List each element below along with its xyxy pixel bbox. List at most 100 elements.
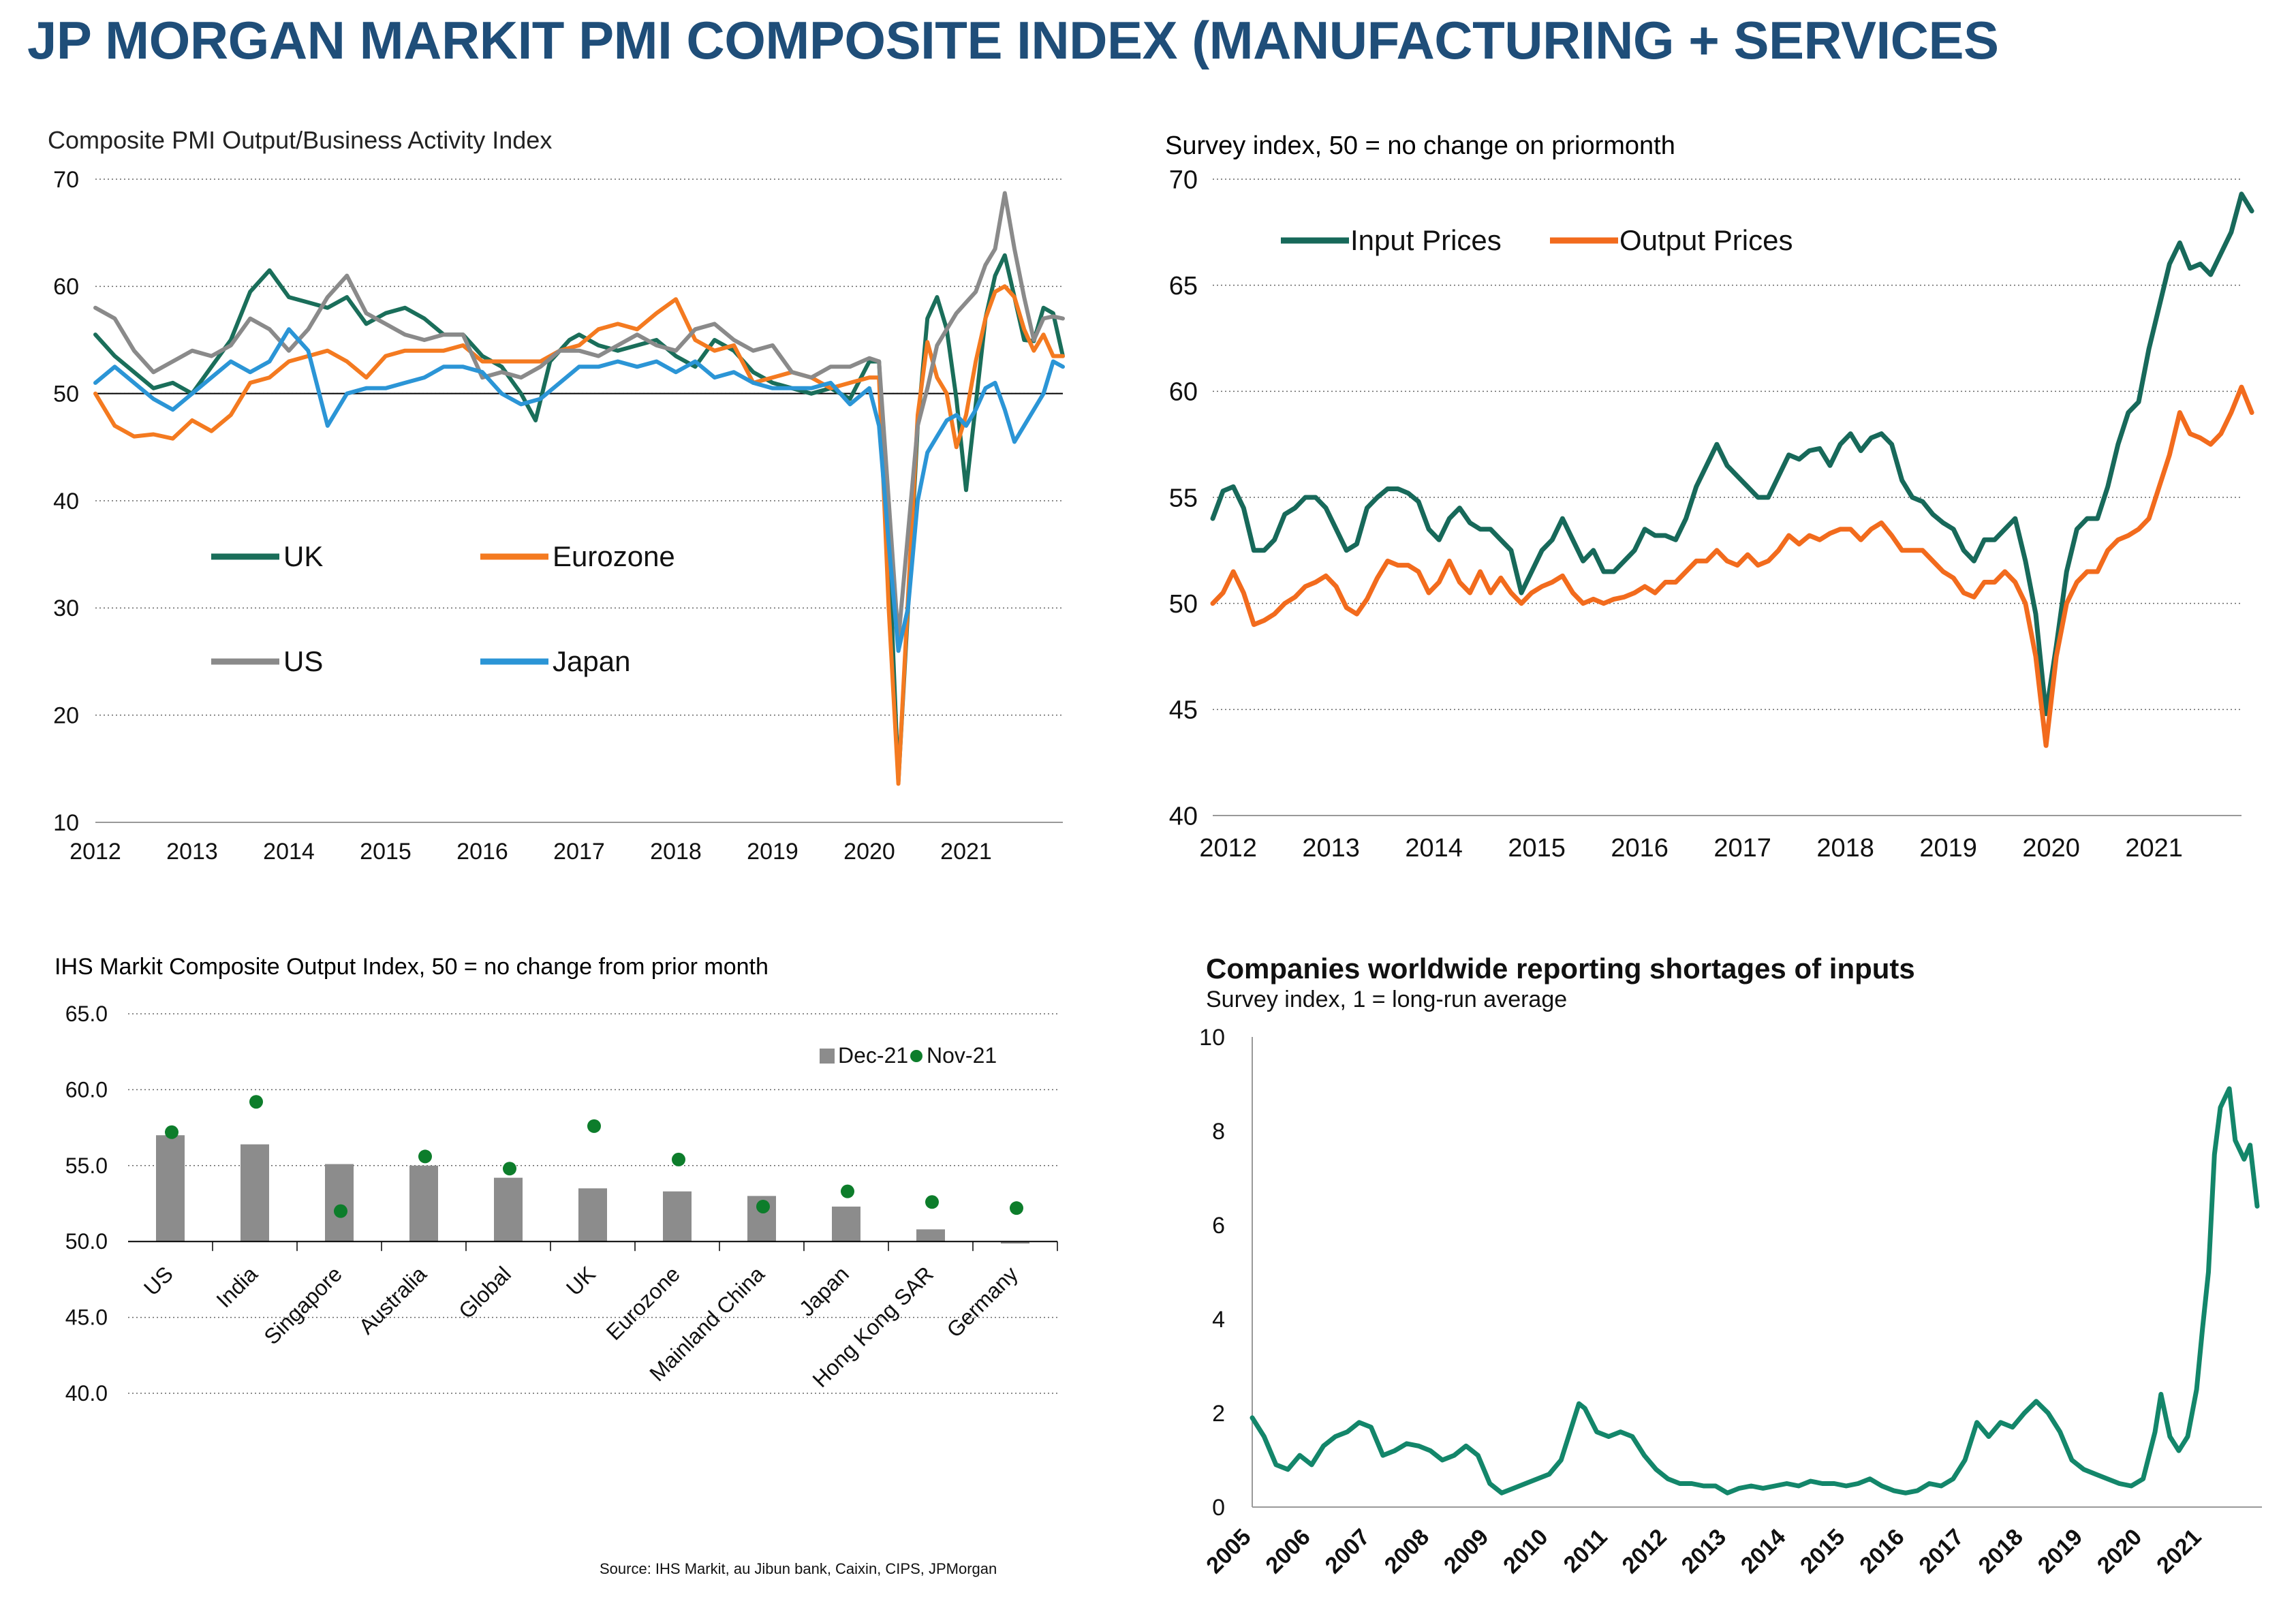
y-tick-label: 6 (1212, 1213, 1225, 1239)
x-tick-label: India (211, 1262, 262, 1313)
page-title: JP MORGAN MARKIT PMI COMPOSITE INDEX (MA… (27, 10, 1999, 70)
marker-eurozone (672, 1152, 685, 1166)
x-tick-label: 2015 (360, 839, 412, 865)
x-tick-label: 2021 (940, 839, 992, 865)
y-tick-label: 50.0 (65, 1229, 108, 1254)
x-tick-label: 2014 (1736, 1524, 1790, 1579)
legend-label: US (283, 645, 323, 677)
y-tick-label: 60 (1169, 378, 1198, 407)
marker-us (165, 1125, 179, 1139)
x-tick-label: Australia (354, 1262, 431, 1339)
x-tick-label: 2015 (1795, 1524, 1850, 1579)
x-tick-label: 2014 (1405, 834, 1463, 863)
x-tick-label: Global (454, 1262, 516, 1324)
series-line-input-prices (1210, 191, 2254, 717)
chart-title: Companies worldwide reporting shortages … (1206, 952, 1915, 984)
y-tick-label: 40 (53, 489, 79, 514)
x-tick-label: 2005 (1201, 1524, 1256, 1579)
y-tick-label: 4 (1212, 1307, 1225, 1333)
series-line-us (93, 191, 1065, 642)
y-tick-label: 50 (53, 382, 79, 407)
marker-india (249, 1095, 263, 1109)
y-tick-label: 60.0 (65, 1077, 108, 1102)
x-tick-label: 2017 (1713, 834, 1771, 863)
y-tick-label: 65 (1169, 272, 1198, 300)
y-tick-label: 8 (1212, 1119, 1225, 1145)
x-tick-label: 2014 (263, 839, 315, 865)
y-tick-label: 55.0 (65, 1153, 108, 1178)
y-tick-label: 10 (1199, 1025, 1225, 1051)
y-tick-label: 0 (1212, 1495, 1225, 1521)
bar-global (494, 1177, 523, 1242)
x-tick-label: 2010 (1498, 1524, 1553, 1579)
x-tick-label: 2021 (2125, 834, 2183, 863)
chart-title: IHS Markit Composite Output Index, 50 = … (55, 954, 769, 980)
marker-australia (418, 1149, 432, 1164)
y-tick-label: 20 (53, 703, 79, 729)
bar-eurozone (663, 1191, 692, 1242)
series-line-eurozone (93, 284, 1065, 786)
y-tick-label: 2 (1212, 1401, 1225, 1427)
x-tick-label: 2006 (1260, 1524, 1315, 1579)
x-tick-label: 2012 (1199, 834, 1257, 863)
bar-germany (1001, 1241, 1029, 1244)
chart-subtitle: Survey index, 1 = long-run average (1206, 987, 1568, 1012)
series-line-output-prices (1210, 384, 2254, 748)
x-tick-label: 2015 (1508, 834, 1566, 863)
x-tick-label: 2007 (1320, 1524, 1375, 1579)
bar-uk (578, 1188, 607, 1242)
bar-hong-kong-sar (916, 1229, 945, 1242)
x-tick-label: 2018 (1816, 834, 1874, 863)
y-tick-label: 55 (1169, 484, 1198, 512)
x-tick-label: 2018 (650, 839, 702, 865)
legend-label: Dec-21 (838, 1043, 908, 1068)
source-note: Source: IHS Markit, au Jibun bank, Caixi… (600, 1560, 997, 1577)
bar-singapore (325, 1164, 354, 1242)
x-tick-label: 2013 (166, 839, 218, 865)
x-tick-label: Eurozone (602, 1262, 685, 1345)
bar-india (241, 1144, 269, 1242)
marker-uk (587, 1119, 601, 1133)
legend-label: Eurozone (553, 540, 675, 572)
legend-label: Japan (553, 645, 630, 677)
chart-composite-output-by-region: IHS Markit Composite Output Index, 50 = … (27, 947, 1090, 1591)
x-tick-label: Japan (794, 1262, 854, 1321)
chart-composite-pmi: Composite PMI Output/Business Activity I… (27, 119, 1090, 872)
chart-input-shortages: Companies worldwide reporting shortages … (1151, 947, 2269, 1591)
x-tick-label: US (139, 1262, 178, 1301)
x-tick-label: 2008 (1380, 1524, 1434, 1579)
x-tick-label: Singapore (259, 1262, 347, 1350)
x-tick-label: Germany (942, 1262, 1023, 1343)
bar-us (156, 1135, 185, 1242)
marker-germany (1010, 1201, 1023, 1215)
x-tick-label: 2016 (1611, 834, 1669, 863)
chart-regions-svg: 65.0 60.0 55.0 50.0 45.0 40.0 US IndiaSingapore… (65, 1002, 1058, 1406)
x-tick-label: 2019 (2033, 1524, 2088, 1579)
x-tick-label: 2009 (1439, 1524, 1493, 1579)
marker-mainland-china (756, 1199, 770, 1213)
x-tick-label: 2017 (1914, 1524, 1968, 1579)
x-tick-label: 2012 (69, 839, 121, 865)
y-tick-label: 70 (53, 167, 79, 193)
x-tick-label: 2019 (1919, 834, 1977, 863)
series-line-japan (93, 327, 1065, 653)
legend-marker-nov-21 (910, 1050, 922, 1062)
y-tick-label: 70 (1169, 166, 1198, 194)
bar-australia (409, 1165, 438, 1242)
chart-title: Survey index, 50 = no change on priormon… (1165, 131, 1675, 160)
legend-label: Output Prices (1619, 224, 1793, 256)
y-tick-label: 40.0 (65, 1381, 108, 1406)
series-line-data (1250, 1086, 2260, 1495)
y-tick-label: 50 (1169, 590, 1198, 619)
x-tick-label: 2017 (553, 839, 605, 865)
x-tick-label: 2013 (1677, 1524, 1731, 1579)
marker-hong-kong-sar (925, 1195, 939, 1209)
x-tick-label: 2016 (1855, 1524, 1909, 1579)
x-tick-label: 2020 (843, 839, 895, 865)
y-tick-label: 30 (53, 595, 79, 621)
y-tick-label: 45 (1169, 696, 1198, 725)
chart-input-output-prices: Survey index, 50 = no change on priormon… (1151, 119, 2269, 872)
x-tick-label: 2019 (747, 839, 798, 865)
